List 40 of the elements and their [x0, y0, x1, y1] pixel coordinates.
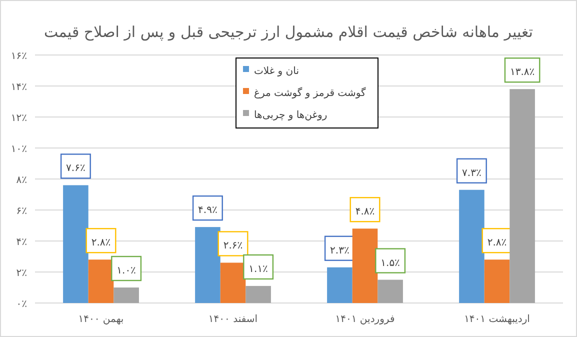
data-label: ۲.۳٪ [330, 245, 350, 256]
y-tick-label: ۴٪ [16, 237, 27, 248]
x-tick-label: اردیبهشت ۱۴۰۱ [464, 314, 530, 325]
data-label: ۲.۸٪ [487, 238, 507, 249]
data-label: ۱۳.۸٪ [510, 67, 535, 78]
data-label: ۴.۹٪ [198, 205, 218, 216]
bar [327, 267, 352, 303]
data-label: ۱.۰٪ [116, 266, 136, 276]
data-label: ۱.۵٪ [380, 258, 400, 269]
chart-title: تغییر ماهانه شاخص قیمت اقلام مشمول ارز ترجیحی قبل و پس از اصلاح قیمت [44, 23, 533, 41]
data-label: ۴.۸٪ [355, 206, 375, 218]
bar [63, 185, 88, 303]
bar [114, 288, 139, 303]
y-tick-label: ۱۲٪ [10, 113, 27, 124]
x-tick-label: اسفند ۱۴۰۰ [208, 314, 258, 325]
x-tick-label: فروردین ۱۴۰۱ [335, 314, 395, 325]
bar [246, 286, 271, 303]
y-tick-label: ۰٪ [16, 299, 27, 310]
bar [352, 228, 378, 303]
y-tick-label: ۱۴٪ [10, 82, 27, 93]
bar [378, 280, 403, 303]
data-label: ۱.۱٪ [248, 264, 268, 275]
y-tick-label: ۸٪ [16, 175, 27, 186]
y-tick-label: ۱۰٪ [10, 144, 27, 155]
legend-label: روغن‌ها و چربی‌ها [254, 110, 328, 121]
data-label: ۷.۶٪ [66, 163, 86, 174]
y-tick-label: ۶٪ [16, 206, 27, 217]
bar [459, 190, 484, 303]
x-tick-label: بهمن ۱۴۰۰ [78, 314, 124, 325]
data-label: ۷.۳٪ [462, 168, 482, 179]
legend-label: گوشت قرمز و گوشت مرغ [254, 87, 366, 99]
bar [510, 89, 535, 303]
y-tick-label: ۱۶٪ [10, 51, 27, 62]
data-label: ۲.۶٪ [223, 240, 243, 252]
bar [484, 260, 510, 303]
bar [220, 262, 246, 303]
legend-label: نان و غلات [254, 66, 299, 77]
bar [195, 227, 220, 303]
y-tick-label: ۲٪ [16, 268, 27, 279]
data-label: ۲.۸٪ [91, 238, 111, 249]
